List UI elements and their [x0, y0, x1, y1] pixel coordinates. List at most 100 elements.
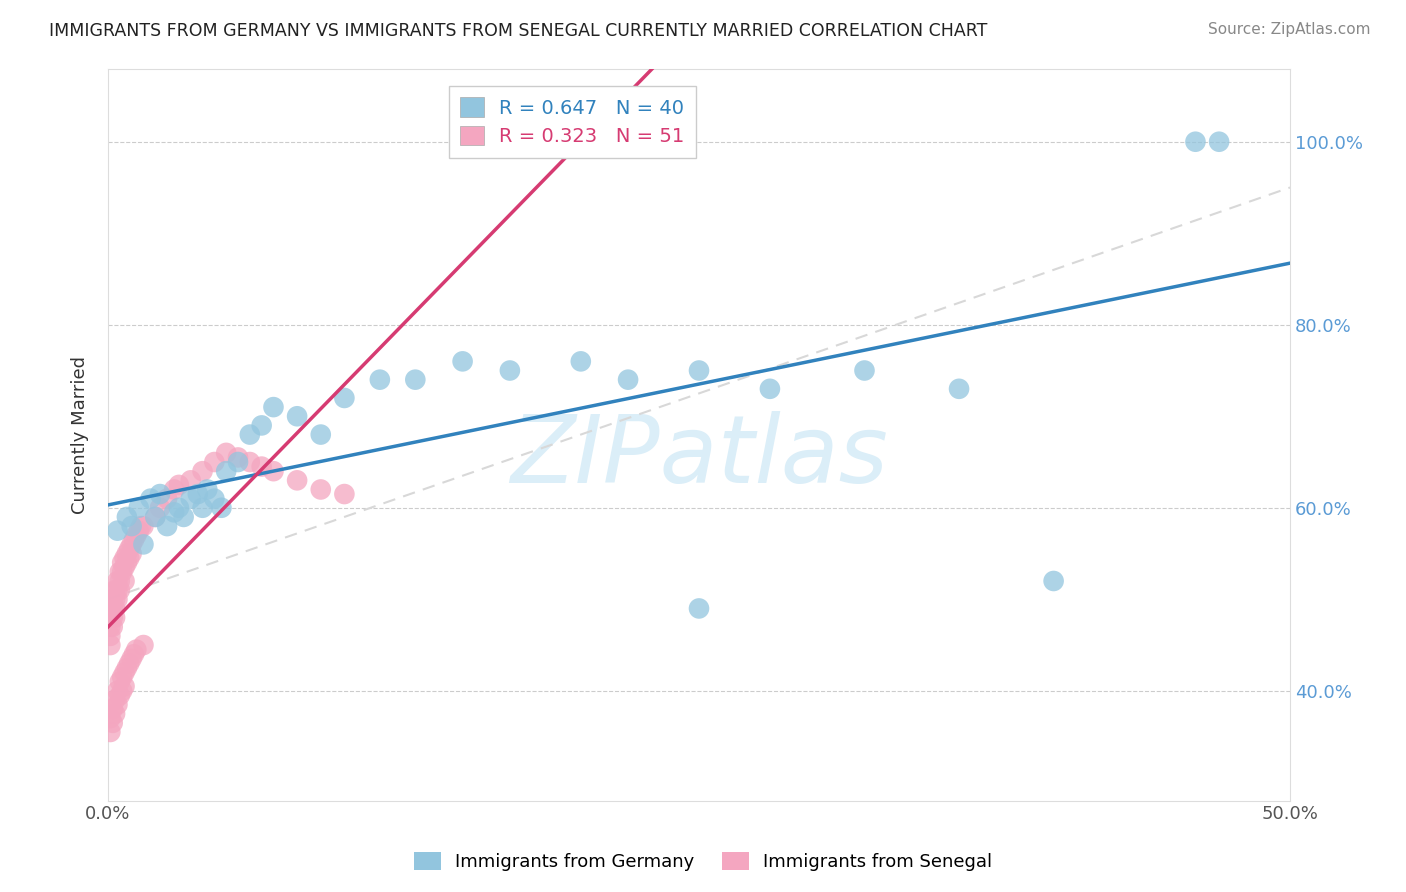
Point	[118, 657, 141, 671]
Point	[108, 565, 131, 579]
Point	[114, 679, 136, 693]
Point	[195, 483, 218, 497]
Point	[617, 373, 640, 387]
Point	[122, 647, 145, 661]
Y-axis label: Currently Married: Currently Married	[72, 356, 89, 514]
Point	[114, 665, 136, 680]
Point	[111, 683, 134, 698]
Point	[101, 715, 124, 730]
Point	[139, 491, 162, 506]
Point	[1208, 135, 1230, 149]
Point	[122, 533, 145, 547]
Point	[115, 556, 138, 570]
Point	[191, 500, 214, 515]
Point	[239, 427, 262, 442]
Point	[143, 510, 166, 524]
Point	[104, 693, 127, 707]
Point	[101, 620, 124, 634]
Point	[98, 620, 121, 634]
Point	[108, 574, 131, 588]
Point	[114, 551, 136, 566]
Point	[149, 487, 172, 501]
Point	[111, 565, 134, 579]
Point	[759, 382, 782, 396]
Point	[101, 610, 124, 624]
Text: IMMIGRANTS FROM GERMANY VS IMMIGRANTS FROM SENEGAL CURRENTLY MARRIED CORRELATION: IMMIGRANTS FROM GERMANY VS IMMIGRANTS FR…	[49, 22, 987, 40]
Point	[104, 601, 127, 615]
Point	[98, 725, 121, 739]
Point	[107, 583, 129, 598]
Point	[98, 601, 121, 615]
Legend: R = 0.647   N = 40, R = 0.323   N = 51: R = 0.647 N = 40, R = 0.323 N = 51	[449, 86, 696, 158]
Point	[111, 556, 134, 570]
Legend: Immigrants from Germany, Immigrants from Senegal: Immigrants from Germany, Immigrants from…	[406, 845, 1000, 879]
Point	[132, 638, 155, 652]
Point	[104, 583, 127, 598]
Point	[121, 547, 143, 561]
Text: Source: ZipAtlas.com: Source: ZipAtlas.com	[1208, 22, 1371, 37]
Point	[101, 702, 124, 716]
Point	[101, 601, 124, 615]
Point	[104, 706, 127, 721]
Point	[239, 455, 262, 469]
Point	[368, 373, 391, 387]
Point	[226, 455, 249, 469]
Point	[156, 491, 179, 506]
Point	[263, 400, 285, 414]
Point	[101, 592, 124, 607]
Point	[98, 629, 121, 643]
Point	[128, 524, 150, 538]
Point	[108, 689, 131, 703]
Point	[107, 683, 129, 698]
Point	[114, 560, 136, 574]
Point	[191, 464, 214, 478]
Point	[202, 491, 225, 506]
Point	[132, 519, 155, 533]
Point	[107, 592, 129, 607]
Point	[211, 500, 233, 515]
Point	[98, 638, 121, 652]
Point	[163, 483, 186, 497]
Point	[115, 547, 138, 561]
Point	[98, 711, 121, 725]
Point	[187, 487, 209, 501]
Point	[688, 601, 710, 615]
Point	[180, 473, 202, 487]
Point	[333, 487, 356, 501]
Point	[285, 473, 308, 487]
Point	[167, 500, 190, 515]
Point	[104, 592, 127, 607]
Point	[98, 610, 121, 624]
Point	[121, 537, 143, 551]
Point	[1184, 135, 1206, 149]
Point	[121, 652, 143, 666]
Point	[688, 363, 710, 377]
Point	[215, 464, 238, 478]
Point	[853, 363, 876, 377]
Point	[569, 354, 592, 368]
Point	[118, 551, 141, 566]
Point	[404, 373, 426, 387]
Point	[125, 528, 148, 542]
Point	[114, 574, 136, 588]
Point	[104, 610, 127, 624]
Point	[107, 698, 129, 712]
Point	[451, 354, 474, 368]
Point	[156, 519, 179, 533]
Point	[108, 674, 131, 689]
Point	[250, 459, 273, 474]
Point	[309, 483, 332, 497]
Point	[108, 583, 131, 598]
Point	[115, 661, 138, 675]
Point	[285, 409, 308, 424]
Point	[115, 510, 138, 524]
Point	[128, 500, 150, 515]
Point	[173, 510, 195, 524]
Point	[111, 670, 134, 684]
Point	[132, 537, 155, 551]
Point	[250, 418, 273, 433]
Point	[948, 382, 970, 396]
Point	[143, 510, 166, 524]
Point	[309, 427, 332, 442]
Point	[121, 519, 143, 533]
